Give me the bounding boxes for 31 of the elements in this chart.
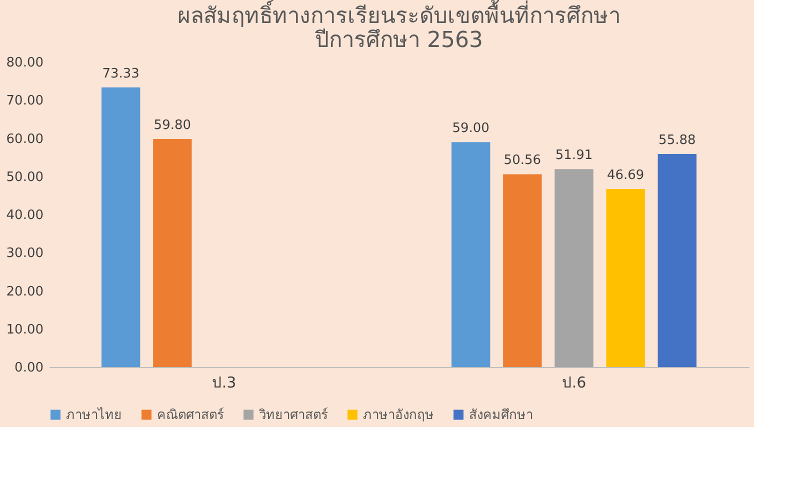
data-label: 50.56: [504, 153, 542, 168]
bar: [102, 87, 140, 367]
bar: [658, 154, 696, 367]
y-tick-label: 80.00: [6, 56, 44, 70]
bar: [554, 169, 594, 367]
data-label: 46.69: [606, 168, 644, 183]
y-tick-label: 70.00: [6, 94, 44, 109]
text: ปีการศึกษา 2563: [315, 28, 483, 53]
y-tick-label: 50.00: [6, 170, 44, 185]
bar: [153, 139, 192, 367]
legend-label: ภาษาอังกฤษ: [363, 408, 434, 423]
legend-label: ภาษาไทย: [66, 406, 122, 423]
y-tick-label: 60.00: [6, 132, 44, 147]
y-tick-label: 10.00: [6, 322, 44, 338]
bar: [452, 142, 490, 367]
y-tick-label: 30.00: [6, 246, 44, 262]
data-label: 73.33: [102, 66, 140, 82]
data-label: 51.91: [555, 148, 593, 164]
y-tick-label: 20.00: [6, 284, 44, 300]
legend-label: วิทยาศาสตร์: [258, 406, 328, 423]
bar: [503, 174, 542, 367]
legend-label: คณิตศาสตร์: [157, 406, 224, 423]
data-label: 59.80: [154, 118, 192, 134]
y-tick-label: 40.00: [6, 208, 44, 223]
data-label: 59.00: [452, 121, 490, 136]
data-label: 55.88: [658, 132, 696, 148]
x-tick-label: ป.6: [562, 374, 586, 392]
y-tick-label: 0.00: [14, 360, 44, 376]
legend-label: สังคมศึกษา: [469, 408, 533, 423]
x-tick-label: ป.3: [212, 374, 236, 392]
bar: [606, 188, 645, 367]
